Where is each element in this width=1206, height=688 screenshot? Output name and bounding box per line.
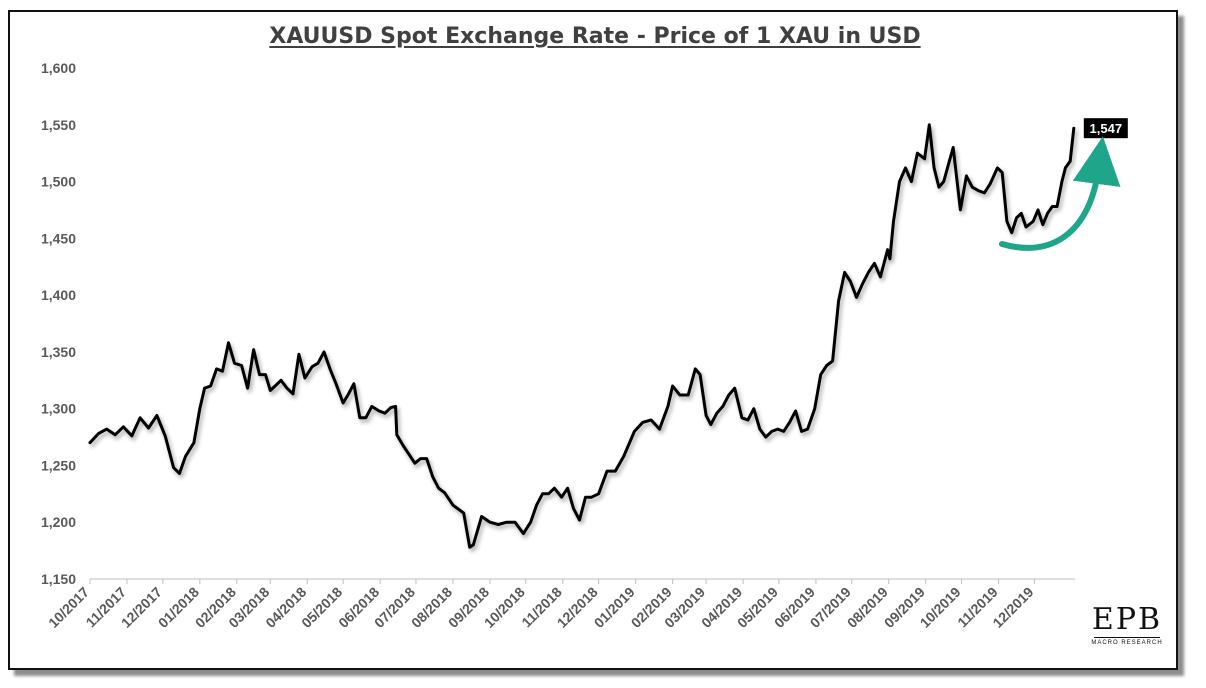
- y-tick-label: 1,300: [41, 401, 76, 417]
- x-tick-label: 10/2019: [917, 584, 964, 631]
- chart-frame: [8, 10, 1178, 670]
- y-tick-label: 1,500: [41, 174, 76, 190]
- last-value-label-bg: [1083, 118, 1128, 139]
- axes: 1,150 1,200 1,250 1,300 1,350 1,400 1,450 1,500…: [41, 60, 1075, 631]
- x-tick-label: 12/2019: [989, 584, 1036, 631]
- epb-logo: EPB MACRO RESEARCH: [1088, 602, 1166, 647]
- logo-wordmark: EPB: [1091, 602, 1163, 637]
- y-tick-label: 1,400: [41, 287, 76, 303]
- x-tick-label: 10/2018: [481, 584, 528, 631]
- logo-rule: [1094, 637, 1160, 638]
- plot-area: [88, 123, 1076, 549]
- y-tick-label: 1,350: [41, 344, 76, 360]
- annotations: 1,547: [999, 118, 1128, 251]
- logo-subtitle: MACRO RESEARCH: [1091, 640, 1163, 646]
- y-tick-label: 1,450: [41, 230, 76, 246]
- chart-title: XAUUSD Spot Exchange Rate - Price of 1 X…: [269, 24, 921, 49]
- green-arrow: [999, 136, 1121, 251]
- x-tick-label: 10/2017: [45, 584, 92, 631]
- y-tick-label: 1,550: [41, 117, 76, 133]
- price-line: [88, 123, 1076, 549]
- last-value-label: 1,547: [1090, 121, 1123, 136]
- y-tick-label: 1,250: [41, 457, 76, 473]
- y-tick-label: 1,150: [41, 571, 76, 587]
- y-tick-label: 1,200: [41, 514, 76, 530]
- y-tick-label: 1,600: [41, 60, 76, 76]
